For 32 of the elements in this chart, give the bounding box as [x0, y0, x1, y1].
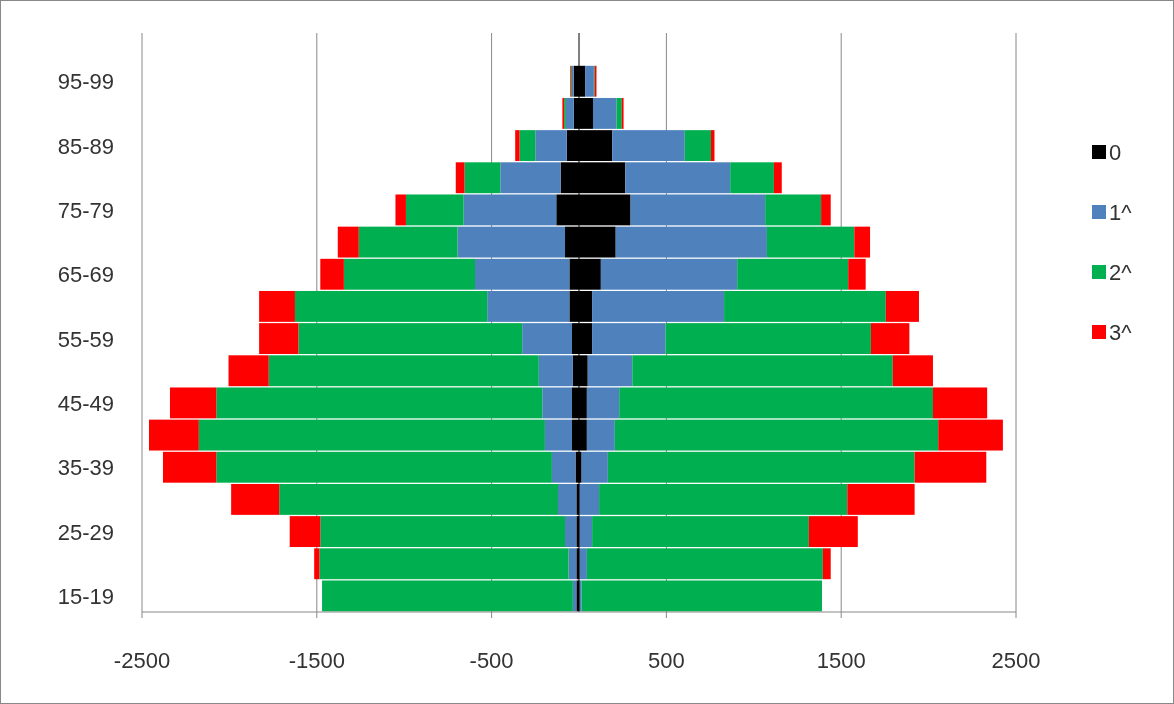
y-tick-label: 15-19 [57, 583, 114, 609]
legend-label: 1^ [1109, 200, 1133, 225]
legend-label: 0 [1109, 140, 1122, 165]
x-tick-label: -500 [469, 648, 514, 673]
bar [616, 97, 622, 129]
y-tick-label: 45-49 [57, 390, 114, 416]
bar [464, 162, 501, 194]
legend-label: 2^ [1109, 260, 1133, 285]
x-tick-label: 2500 [991, 648, 1041, 673]
bar [395, 194, 406, 226]
x-tick-label: 500 [648, 648, 685, 673]
bar [405, 194, 464, 226]
bar [821, 194, 831, 226]
y-tick-label: 55-59 [57, 326, 114, 352]
bar [169, 387, 217, 419]
bar [455, 162, 465, 194]
bar [519, 130, 536, 162]
x-tick-label: -1500 [288, 648, 345, 673]
bar [684, 130, 711, 162]
bar [515, 130, 520, 162]
legend-label: 3^ [1109, 320, 1133, 345]
y-tick-label: 25-29 [57, 519, 114, 545]
bar [932, 387, 988, 419]
x-tick-label: -2500 [113, 648, 171, 673]
y-tick-label: 65-69 [57, 262, 114, 288]
bar [773, 162, 782, 194]
y-tick-label: 35-39 [57, 455, 114, 481]
y-tick-label: 95-99 [57, 69, 114, 95]
x-tick-label: 1500 [816, 648, 866, 673]
y-tick-label: 75-79 [57, 197, 114, 223]
bar [231, 483, 280, 515]
y-tick-label: 85-89 [57, 133, 114, 159]
